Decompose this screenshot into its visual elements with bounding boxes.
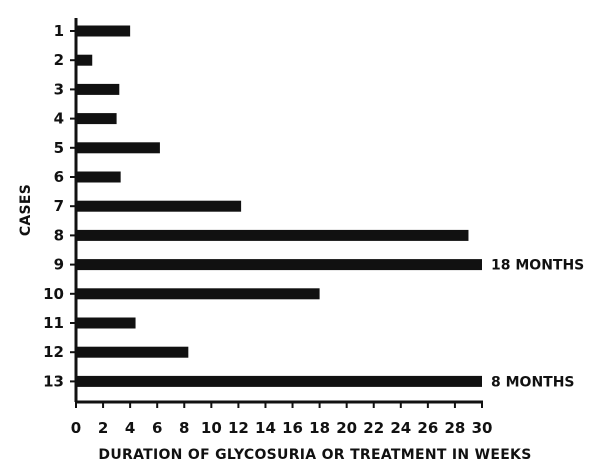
- category-label: 1: [54, 22, 64, 40]
- category-label: 9: [54, 256, 64, 274]
- category-label: 2: [54, 51, 64, 69]
- bars-group: [76, 25, 482, 387]
- annotation-label: 8 MONTHS: [491, 374, 575, 390]
- x-tick-label: 6: [152, 419, 162, 437]
- x-tick-label: 22: [363, 419, 384, 437]
- x-tick-label: 8: [179, 419, 189, 437]
- x-tick-label: 26: [417, 419, 438, 437]
- bar-case-9: [76, 259, 482, 271]
- category-label: 4: [54, 110, 64, 128]
- x-ticks-group: 0 2 4 6 8 10 12 14 16 18 20 22 24 26 28 30: [71, 402, 493, 437]
- x-tick-label: 2: [98, 419, 108, 437]
- bar-case-2: [76, 54, 93, 66]
- bar-case-1: [76, 25, 131, 37]
- x-tick-label: 30: [472, 419, 493, 437]
- x-tick-label: 24: [390, 419, 411, 437]
- x-tick-label: 16: [282, 419, 303, 437]
- bar-case-7: [76, 200, 242, 212]
- annotation-label: 18 MONTHS: [491, 258, 584, 274]
- bar-case-11: [76, 317, 136, 329]
- bar-case-5: [76, 142, 160, 154]
- bar-case-4: [76, 113, 117, 125]
- bar-case-6: [76, 171, 121, 183]
- bar-case-12: [76, 346, 189, 358]
- bar-case-10: [76, 288, 320, 300]
- category-label: 8: [54, 226, 64, 244]
- x-tick-label: 12: [228, 419, 249, 437]
- category-label: 12: [43, 343, 64, 361]
- x-tick-label: 4: [125, 419, 135, 437]
- category-label: 6: [54, 168, 64, 186]
- x-tick-label: 0: [71, 419, 81, 437]
- y-axis-title: CASES: [18, 184, 34, 236]
- x-tick-label: 18: [309, 419, 330, 437]
- bar-case-13: [76, 375, 482, 387]
- x-axis-title: DURATION OF GLYCOSURIA OR TREATMENT IN W…: [98, 447, 531, 463]
- category-label: 10: [43, 285, 64, 303]
- category-label: 5: [54, 139, 64, 157]
- category-label: 13: [43, 372, 64, 390]
- x-tick-label: 28: [444, 419, 465, 437]
- x-tick-label: 10: [201, 419, 222, 437]
- category-label: 7: [54, 197, 64, 215]
- x-tick-label: 20: [336, 419, 357, 437]
- annotations-group: 18 MONTHS 8 MONTHS: [491, 258, 584, 391]
- bar-case-8: [76, 229, 469, 241]
- category-label: 3: [54, 80, 64, 98]
- category-label: 11: [43, 314, 64, 332]
- bar-case-3: [76, 83, 120, 95]
- x-tick-label: 14: [255, 419, 276, 437]
